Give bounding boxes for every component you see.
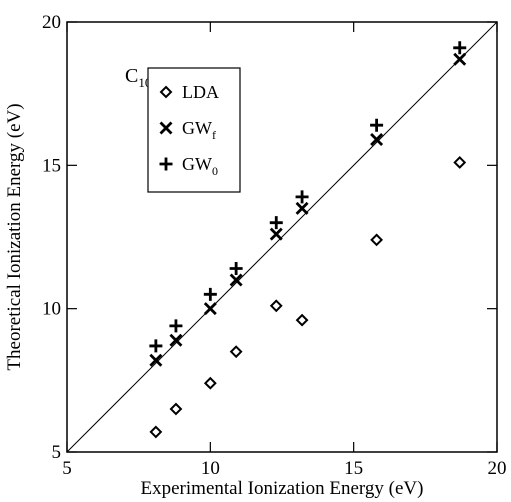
marker-x (453, 52, 467, 66)
marker-diamond (203, 376, 217, 390)
marker-diamond (149, 425, 163, 439)
y-tick-label: 10 (42, 299, 61, 320)
marker-plus (229, 262, 243, 276)
marker-plus (295, 190, 309, 204)
legend-name: GW (182, 118, 212, 138)
marker-x (295, 201, 309, 215)
marker-diamond (269, 299, 283, 313)
x-tick-label: 5 (62, 458, 72, 479)
marker-plus (269, 216, 283, 230)
marker-plus (149, 339, 163, 353)
marker-x (169, 333, 183, 347)
marker-x (203, 302, 217, 316)
plot-frame (66, 21, 498, 453)
marker-plus (159, 157, 173, 171)
marker-plus (169, 319, 183, 333)
marker-plus (453, 41, 467, 55)
x-axis-label: Experimental Ionization Energy (eV) (141, 478, 424, 499)
legend-subscript: 0 (212, 164, 218, 178)
marker-diamond (295, 313, 309, 327)
marker-diamond (370, 233, 384, 247)
marker-x (269, 227, 283, 241)
legend-label: LDA (182, 82, 219, 102)
legend-name: GW (182, 154, 212, 174)
legend-label: GWf (182, 118, 216, 142)
y-tick-label: 5 (52, 442, 62, 463)
y-tick-label: 20 (42, 12, 61, 33)
x-tick-label: 15 (344, 458, 363, 479)
annotation-part: C (125, 65, 138, 87)
marker-x (159, 121, 173, 135)
legend-name: LDA (182, 82, 219, 102)
marker-diamond (169, 402, 183, 416)
legend-subscript: f (212, 128, 216, 142)
marker-plus (203, 287, 217, 301)
diagonal-line (66, 21, 498, 453)
marker-plus (370, 118, 384, 132)
marker-x (370, 133, 384, 147)
legend-label: GW0 (182, 154, 218, 178)
y-tick-label: 15 (42, 155, 61, 176)
y-axis-label: Theoretical Ionization Energy (eV) (4, 103, 25, 370)
marker-diamond (453, 156, 467, 169)
marker-diamond (229, 345, 243, 359)
x-tick-label: 20 (488, 458, 507, 479)
marker-diamond (159, 85, 173, 99)
marker-x (149, 353, 163, 367)
marker-x (229, 273, 243, 287)
x-tick-label: 10 (201, 458, 220, 479)
